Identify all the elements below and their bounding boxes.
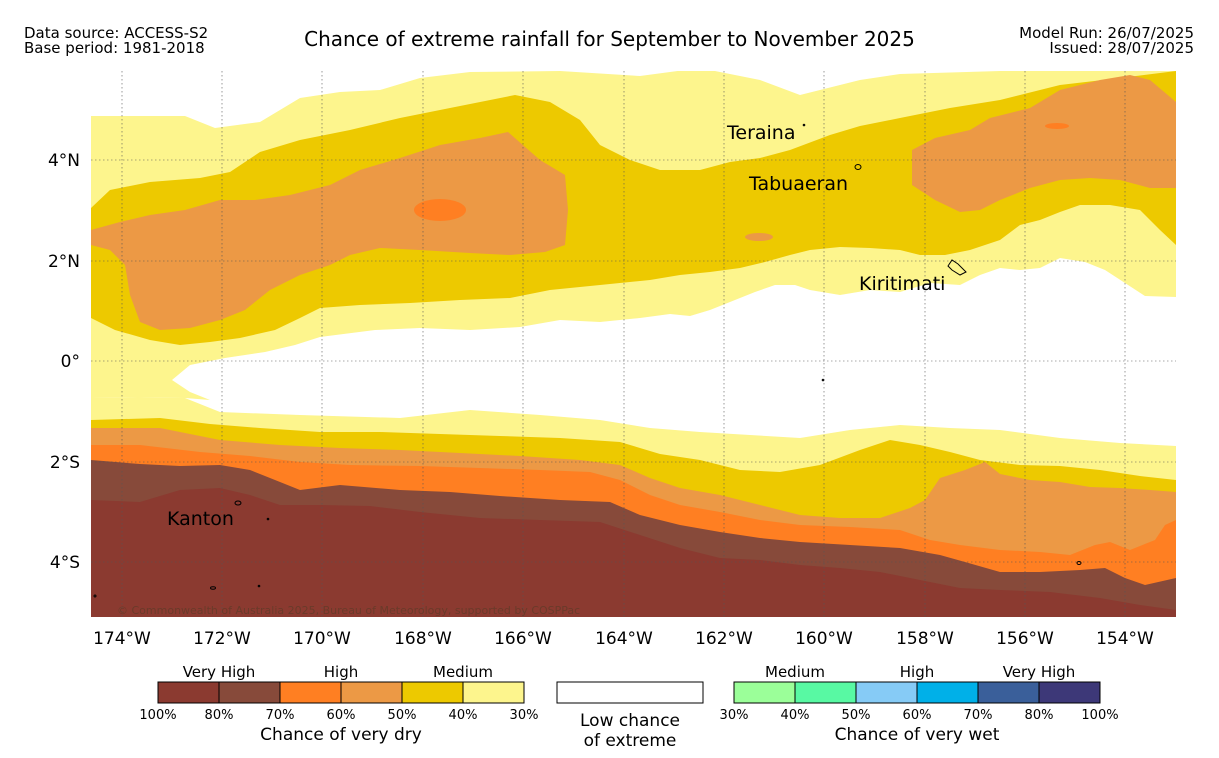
place-label-kiritimati: Kiritimati xyxy=(859,273,945,295)
lon-tick: 158°W xyxy=(896,629,954,649)
model-run-text: Model Run: 26/07/2025 xyxy=(1019,24,1194,42)
legend-wet-tick: 70% xyxy=(964,708,993,723)
base-period-text: Base period: 1981-2018 xyxy=(24,39,205,57)
issued-text: Issued: 28/07/2025 xyxy=(1049,39,1194,57)
lon-tick: 172°W xyxy=(193,629,251,649)
island-outlines xyxy=(93,123,1082,598)
place-label-tabuaeran: Tabuaeran xyxy=(748,173,848,195)
legend-dry-swatch xyxy=(340,681,403,704)
legend-dry-tick: 80% xyxy=(205,708,234,723)
legend-dry-level: Very High xyxy=(183,663,256,681)
north-east-very-high-patch xyxy=(1045,123,1069,129)
legend-dry-level: Medium xyxy=(433,663,493,681)
legend-wet-level: Very High xyxy=(1003,663,1076,681)
lon-tick: 154°W xyxy=(1096,629,1154,649)
place-label-kanton: Kanton xyxy=(167,508,234,530)
legend-wet-swatch xyxy=(977,681,1040,704)
lon-tick: 166°W xyxy=(494,629,552,649)
lat-tick: 4°N xyxy=(48,151,80,171)
legend-wet-tick: 30% xyxy=(720,708,749,723)
latitude-ticks: 4°N 2°N 0° 2°S 4°S xyxy=(48,151,80,573)
data-source-text: Data source: ACCESS-S2 xyxy=(24,24,209,42)
legend-wet-tick: 40% xyxy=(781,708,810,723)
lon-tick: 156°W xyxy=(996,629,1054,649)
lat-tick: 0° xyxy=(61,352,80,372)
lon-tick: 168°W xyxy=(394,629,452,649)
legend-dry-swatch xyxy=(218,681,281,704)
legend-dry-tick: 50% xyxy=(388,708,417,723)
legend-dry-tick: 60% xyxy=(327,708,356,723)
legend-wet-swatch xyxy=(733,681,796,704)
legend-dry-tick: 100% xyxy=(139,708,176,723)
north-band-high-east xyxy=(912,75,1176,212)
lat-tick: 2°N xyxy=(48,252,80,272)
legend-dry-swatch xyxy=(462,681,525,704)
north-band-medium xyxy=(91,71,1176,345)
legend-neutral: Low chance of extreme xyxy=(556,681,704,751)
lon-tick: 164°W xyxy=(595,629,653,649)
legend-dry-swatch xyxy=(279,681,342,704)
legend-dry: Very High High Medium 100% 80% 70% 60% 5… xyxy=(139,663,538,745)
page-title: Chance of extreme rainfall for September… xyxy=(304,27,915,51)
lat-tick: 4°S xyxy=(50,553,80,573)
central-high-patch xyxy=(745,233,773,241)
legend-wet-swatch xyxy=(855,681,918,704)
legend-wet-tick: 80% xyxy=(1025,708,1054,723)
legend-neutral-line1: Low chance xyxy=(580,711,680,731)
legend-dry-swatch xyxy=(401,681,464,704)
legend-wet-swatch xyxy=(1038,681,1101,704)
lat-tick: 2°S xyxy=(50,453,80,473)
legend-dry-level: High xyxy=(324,663,358,681)
legend-wet-swatch xyxy=(916,681,979,704)
lon-tick: 174°W xyxy=(93,629,151,649)
map-gridlines xyxy=(91,71,1176,617)
legend-dry-caption: Chance of very dry xyxy=(260,725,422,745)
north-band-high xyxy=(91,132,568,330)
longitude-ticks: 174°W 172°W 170°W 168°W 166°W 164°W 162°… xyxy=(93,629,1154,649)
lon-tick: 160°W xyxy=(795,629,853,649)
place-label-teraina: Teraina xyxy=(726,122,796,144)
legend-wet-caption: Chance of very wet xyxy=(835,725,1000,745)
north-very-high-patch xyxy=(414,199,466,221)
legend-dry-swatch xyxy=(157,681,220,704)
legend-wet-swatch xyxy=(794,681,857,704)
lon-tick: 170°W xyxy=(293,629,351,649)
south-band-dark-80 xyxy=(91,488,1176,617)
legend-wet-tick: 60% xyxy=(903,708,932,723)
lon-tick: 162°W xyxy=(695,629,753,649)
legend-wet-tick: 100% xyxy=(1081,708,1118,723)
legend-wet-tick: 50% xyxy=(842,708,871,723)
legend-dry-tick: 40% xyxy=(449,708,478,723)
legend-dry-tick: 30% xyxy=(510,708,539,723)
legend-dry-tick: 70% xyxy=(266,708,295,723)
legend-wet: Medium High Very High 30% 40% 50% 60% 70… xyxy=(720,663,1119,745)
legend-wet-level: High xyxy=(900,663,934,681)
legend-neutral-line2: of extreme xyxy=(584,731,677,751)
legend-neutral-swatch xyxy=(556,681,704,704)
legend-wet-level: Medium xyxy=(765,663,825,681)
copyright-text: © Commonwealth of Australia 2025, Bureau… xyxy=(117,604,580,617)
